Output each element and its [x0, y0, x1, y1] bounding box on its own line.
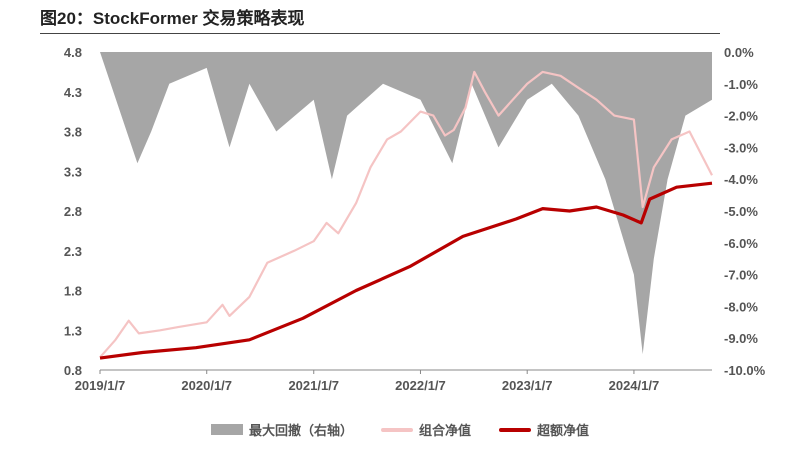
y2-tick-label: -4.0% — [724, 172, 758, 187]
y2-tick-label: -10.0% — [724, 363, 766, 378]
series-excess-line — [99, 181, 713, 360]
legend-swatch-drawdown — [210, 424, 243, 435]
y2-tick-label: -2.0% — [724, 109, 758, 124]
x-tick-label: 2023/1/7 — [502, 378, 553, 393]
x-tick-label: 2022/1/7 — [395, 378, 446, 393]
y2-tick-label: -9.0% — [724, 331, 758, 346]
y-tick-label: 3.3 — [64, 164, 82, 179]
series-drawdown-area — [100, 52, 712, 355]
y-tick-label: 2.3 — [64, 244, 82, 259]
y2-tick-label: -6.0% — [724, 236, 758, 251]
y-tick-label: 1.8 — [64, 284, 82, 299]
y2-tick-label: -1.0% — [724, 77, 758, 92]
y2-tick-label: -3.0% — [724, 140, 758, 155]
y-tick-label: 4.8 — [64, 45, 82, 60]
x-tick-label: 2021/1/7 — [288, 378, 339, 393]
y-tick-label: 2.8 — [64, 204, 82, 219]
legend-item-portfolio: 组合净值 — [380, 420, 471, 439]
y2-tick-label: -8.0% — [724, 299, 758, 314]
y-tick-label: 1.3 — [64, 323, 82, 338]
y2-tick-label: -7.0% — [724, 268, 758, 283]
x-tick-label: 2020/1/7 — [181, 378, 232, 393]
x-tick-label: 2024/1/7 — [609, 378, 660, 393]
legend-label-excess: 超额净值 — [537, 423, 590, 438]
chart-title: 图20：StockFormer 交易策略表现 — [40, 9, 305, 28]
chart-legend: 最大回撤（右轴） 组合净值 超额净值 — [0, 420, 800, 439]
legend-label-portfolio: 组合净值 — [418, 423, 471, 438]
y2-tick-label: -5.0% — [724, 204, 758, 219]
y2-tick-label: 0.0% — [724, 45, 754, 60]
legend-label-drawdown: 最大回撤（右轴） — [248, 423, 353, 438]
y-tick-label: 4.3 — [64, 85, 82, 100]
y-tick-label: 0.8 — [64, 363, 82, 378]
x-tick-label: 2019/1/7 — [75, 378, 126, 393]
legend-swatch-excess — [499, 427, 531, 432]
legend-item-excess: 超额净值 — [499, 420, 589, 439]
series-portfolio-line — [99, 70, 713, 359]
y-tick-label: 3.8 — [64, 125, 82, 140]
legend-item-drawdown: 最大回撤（右轴） — [210, 420, 353, 439]
legend-swatch-portfolio — [380, 427, 413, 432]
title-divider — [40, 33, 720, 34]
